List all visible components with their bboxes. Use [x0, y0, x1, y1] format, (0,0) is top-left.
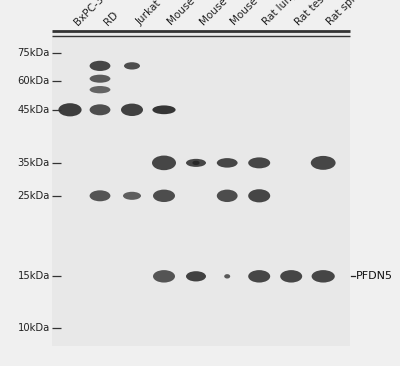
Text: Rat lung: Rat lung	[261, 0, 299, 27]
Ellipse shape	[248, 270, 270, 283]
Text: 75kDa: 75kDa	[18, 48, 50, 58]
Text: 60kDa: 60kDa	[18, 75, 50, 86]
Ellipse shape	[217, 190, 238, 202]
Ellipse shape	[152, 105, 176, 114]
Ellipse shape	[90, 104, 110, 115]
Ellipse shape	[152, 156, 176, 170]
Text: 15kDa: 15kDa	[18, 271, 50, 281]
Text: Rat testis: Rat testis	[293, 0, 335, 27]
Text: RD: RD	[102, 10, 120, 27]
Ellipse shape	[121, 104, 143, 116]
Text: 45kDa: 45kDa	[18, 105, 50, 115]
Text: 25kDa: 25kDa	[18, 191, 50, 201]
Ellipse shape	[58, 103, 82, 116]
Text: Jurkat: Jurkat	[134, 0, 163, 27]
Ellipse shape	[248, 157, 270, 168]
Ellipse shape	[192, 161, 200, 165]
Text: Mouse lung: Mouse lung	[166, 0, 216, 27]
Ellipse shape	[224, 274, 230, 279]
FancyBboxPatch shape	[52, 31, 350, 346]
Text: Rat spleen: Rat spleen	[325, 0, 371, 27]
Ellipse shape	[312, 270, 335, 283]
Ellipse shape	[186, 159, 206, 167]
Text: Mouse spleen: Mouse spleen	[229, 0, 287, 27]
Ellipse shape	[124, 62, 140, 70]
Text: Mouse testis: Mouse testis	[198, 0, 252, 27]
Ellipse shape	[153, 270, 175, 283]
Ellipse shape	[90, 61, 110, 71]
Ellipse shape	[311, 156, 336, 170]
Text: PFDN5: PFDN5	[356, 271, 393, 281]
Text: 35kDa: 35kDa	[18, 158, 50, 168]
Ellipse shape	[153, 190, 175, 202]
Text: 10kDa: 10kDa	[18, 322, 50, 333]
Ellipse shape	[90, 86, 110, 93]
Ellipse shape	[90, 75, 110, 83]
Ellipse shape	[280, 270, 302, 283]
Ellipse shape	[217, 158, 238, 168]
Ellipse shape	[248, 189, 270, 202]
Ellipse shape	[90, 190, 110, 201]
Ellipse shape	[123, 192, 141, 200]
Text: BxPC-3: BxPC-3	[72, 0, 106, 27]
Ellipse shape	[186, 271, 206, 281]
